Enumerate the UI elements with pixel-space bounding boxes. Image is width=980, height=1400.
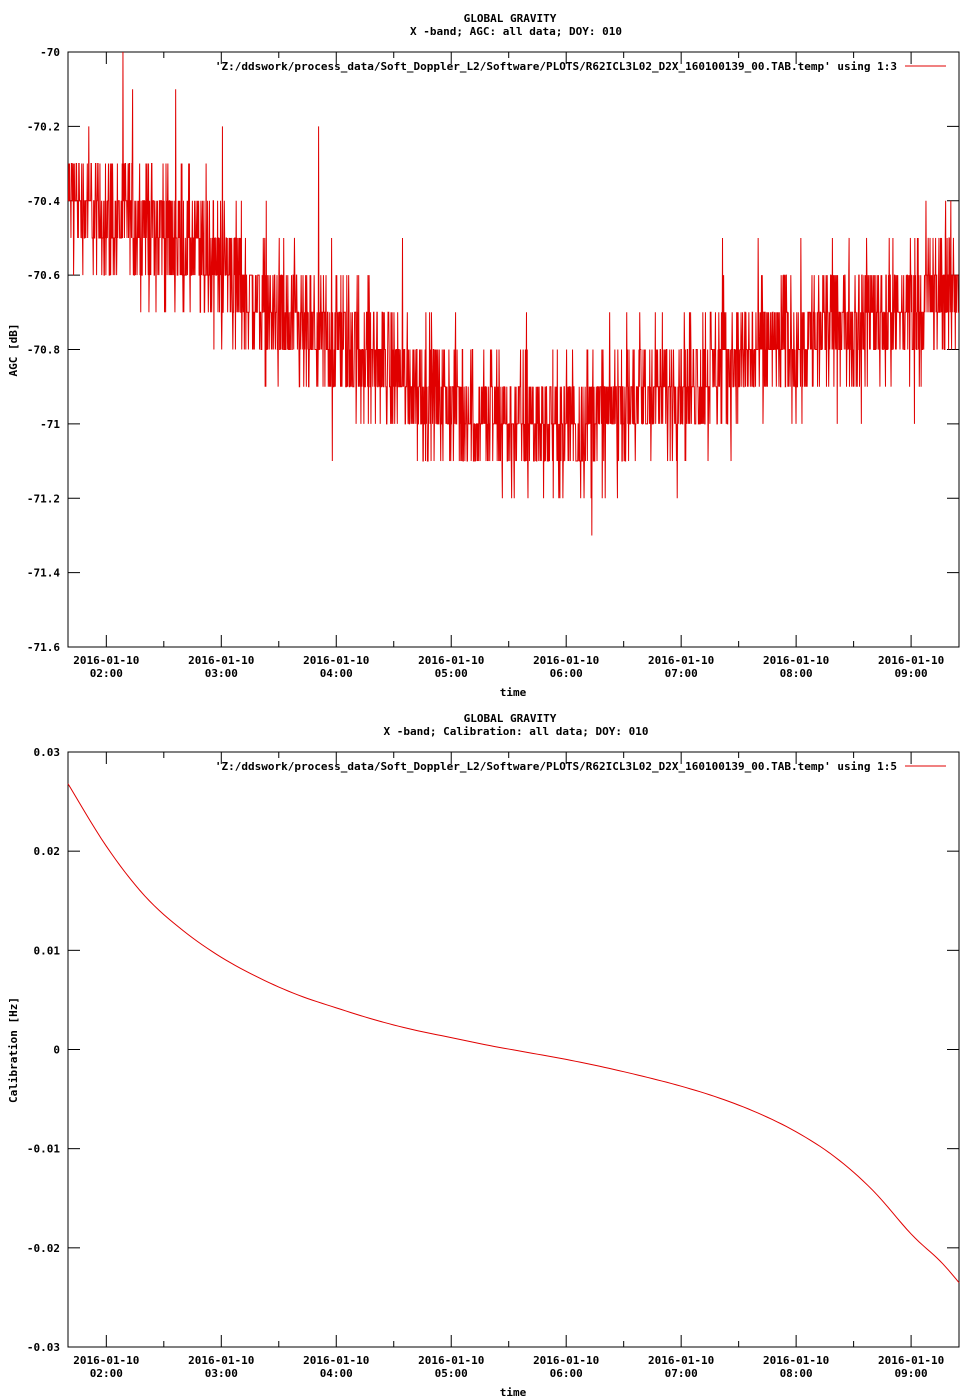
calibration-xtick-date: 2016-01-10 — [533, 1354, 599, 1367]
agc-xtick-date: 2016-01-10 — [648, 654, 714, 667]
calibration-ytick-label: 0.03 — [34, 746, 61, 759]
agc-xtick-time: 03:00 — [205, 667, 238, 680]
agc-chart-subtitle: X -band; AGC: all data; DOY: 010 — [410, 25, 622, 38]
agc-xtick-time: 09:00 — [895, 667, 928, 680]
agc-xtick-date: 2016-01-10 — [303, 654, 369, 667]
agc-ytick-label: -70.6 — [27, 269, 60, 282]
agc-chart: GLOBAL GRAVITY X -band; AGC: all data; D… — [7, 12, 960, 699]
agc-xtick-time: 02:00 — [90, 667, 123, 680]
calibration-xtick-date: 2016-01-10 — [303, 1354, 369, 1367]
calibration-xtick-time: 03:00 — [205, 1367, 238, 1380]
calibration-xtick-time: 06:00 — [550, 1367, 583, 1380]
calibration-chart-title: GLOBAL GRAVITY — [464, 712, 557, 725]
agc-ytick-label: -70.8 — [27, 344, 60, 357]
agc-y-axis: -70 -70.2 -70.4 -70.6 -70.8 -71 -71.2 -71.4 -71.… — [27, 46, 959, 654]
agc-ytick-label: -70.2 — [27, 120, 60, 133]
calibration-ytick-label: 0.01 — [34, 944, 61, 957]
calibration-xtick-time: 09:00 — [895, 1367, 928, 1380]
agc-series-line — [67, 51, 959, 536]
agc-xtick-time: 04:00 — [320, 667, 353, 680]
calibration-ytick-label: 0.02 — [34, 845, 61, 858]
agc-legend-label: 'Z:/ddswork/process_data/Soft_Doppler_L2… — [215, 60, 897, 73]
agc-x-axis: 2016-01-1002:002016-01-1003:002016-01-10… — [73, 52, 944, 680]
agc-xtick-date: 2016-01-10 — [418, 654, 484, 667]
agc-xtick-time: 08:00 — [780, 667, 813, 680]
agc-xtick-date: 2016-01-10 — [73, 654, 139, 667]
calibration-legend-label: 'Z:/ddswork/process_data/Soft_Doppler_L2… — [215, 760, 897, 773]
calibration-series-line — [67, 783, 960, 1283]
calibration-chart: GLOBAL GRAVITY X -band; Calibration: all… — [7, 712, 960, 1399]
agc-legend: 'Z:/ddswork/process_data/Soft_Doppler_L2… — [215, 60, 946, 73]
calibration-legend: 'Z:/ddswork/process_data/Soft_Doppler_L2… — [215, 760, 946, 773]
calibration-y-axis-label: Calibration [Hz] — [7, 997, 20, 1103]
calibration-xtick-time: 08:00 — [780, 1367, 813, 1380]
calibration-x-axis: 2016-01-1002:002016-01-1003:002016-01-10… — [73, 752, 944, 1380]
agc-ytick-label: -70.4 — [27, 195, 60, 208]
calibration-xtick-time: 05:00 — [435, 1367, 468, 1380]
calibration-ytick-label: -0.02 — [27, 1242, 60, 1255]
calibration-xtick-date: 2016-01-10 — [763, 1354, 829, 1367]
calibration-xtick-date: 2016-01-10 — [648, 1354, 714, 1367]
agc-ytick-label: -71 — [40, 418, 60, 431]
agc-xtick-time: 05:00 — [435, 667, 468, 680]
agc-y-axis-label: AGC [dB] — [7, 324, 20, 377]
agc-xtick-date: 2016-01-10 — [763, 654, 829, 667]
agc-xtick-date: 2016-01-10 — [533, 654, 599, 667]
calibration-x-axis-label: time — [500, 1386, 527, 1399]
calibration-ytick-label: -0.03 — [27, 1341, 60, 1354]
agc-xtick-time: 07:00 — [665, 667, 698, 680]
calibration-xtick-time: 02:00 — [90, 1367, 123, 1380]
agc-ytick-label: -71.2 — [27, 492, 60, 505]
calibration-ytick-label: -0.01 — [27, 1143, 60, 1156]
agc-xtick-date: 2016-01-10 — [878, 654, 944, 667]
calibration-xtick-time: 07:00 — [665, 1367, 698, 1380]
agc-ytick-label: -70 — [40, 46, 60, 59]
calibration-xtick-time: 04:00 — [320, 1367, 353, 1380]
calibration-ytick-label: 0 — [53, 1044, 60, 1057]
calibration-xtick-date: 2016-01-10 — [878, 1354, 944, 1367]
agc-xtick-date: 2016-01-10 — [188, 654, 254, 667]
calibration-xtick-date: 2016-01-10 — [73, 1354, 139, 1367]
calibration-chart-subtitle: X -band; Calibration: all data; DOY: 010 — [384, 725, 649, 738]
agc-xtick-time: 06:00 — [550, 667, 583, 680]
agc-x-axis-label: time — [500, 686, 527, 699]
agc-ytick-label: -71.6 — [27, 641, 60, 654]
agc-chart-title: GLOBAL GRAVITY — [464, 12, 557, 25]
calibration-y-axis: 0.03 0.02 0.01 0 -0.01 -0.02 -0.03 — [27, 746, 959, 1354]
calibration-xtick-date: 2016-01-10 — [418, 1354, 484, 1367]
agc-ytick-label: -71.4 — [27, 567, 60, 580]
calibration-xtick-date: 2016-01-10 — [188, 1354, 254, 1367]
